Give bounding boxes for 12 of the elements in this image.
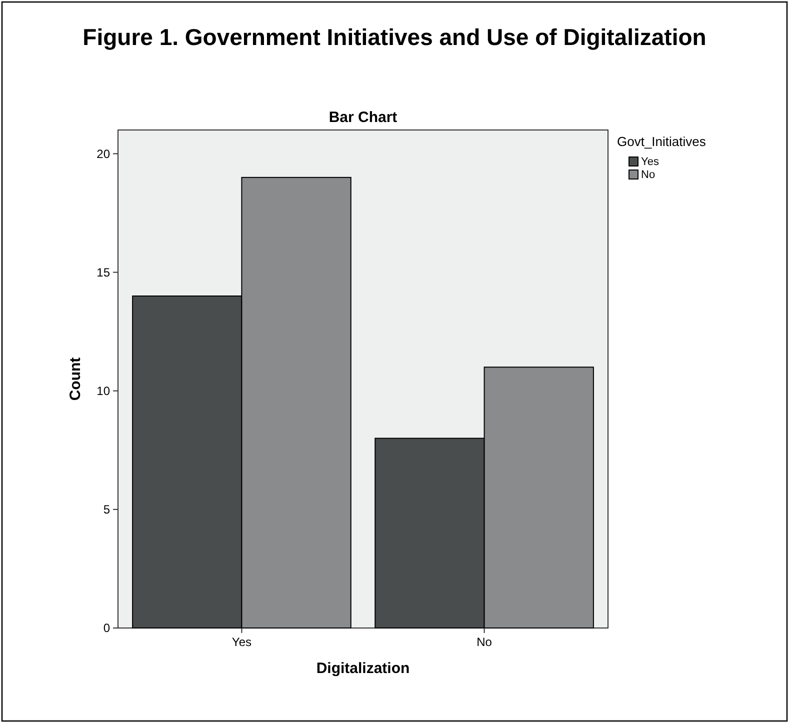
chart-subtitle: Bar Chart: [328, 109, 398, 126]
y-tick-label: 10: [96, 384, 110, 398]
legend-title: Govt_Initiatives: [617, 134, 706, 149]
y-tick-label: 0: [103, 621, 110, 636]
legend-label: No: [641, 169, 656, 181]
x-axis-title: Digitalization: [316, 660, 410, 677]
y-axis-title: Count: [67, 357, 84, 401]
y-tick-label: 5: [103, 502, 110, 517]
y-tick-label: 15: [96, 265, 110, 280]
chart-title: Figure 1. Government Initiatives and Use of Digitalization: [82, 24, 706, 50]
y-tick-label: 20: [96, 146, 110, 161]
legend-label: Yes: [641, 156, 660, 168]
